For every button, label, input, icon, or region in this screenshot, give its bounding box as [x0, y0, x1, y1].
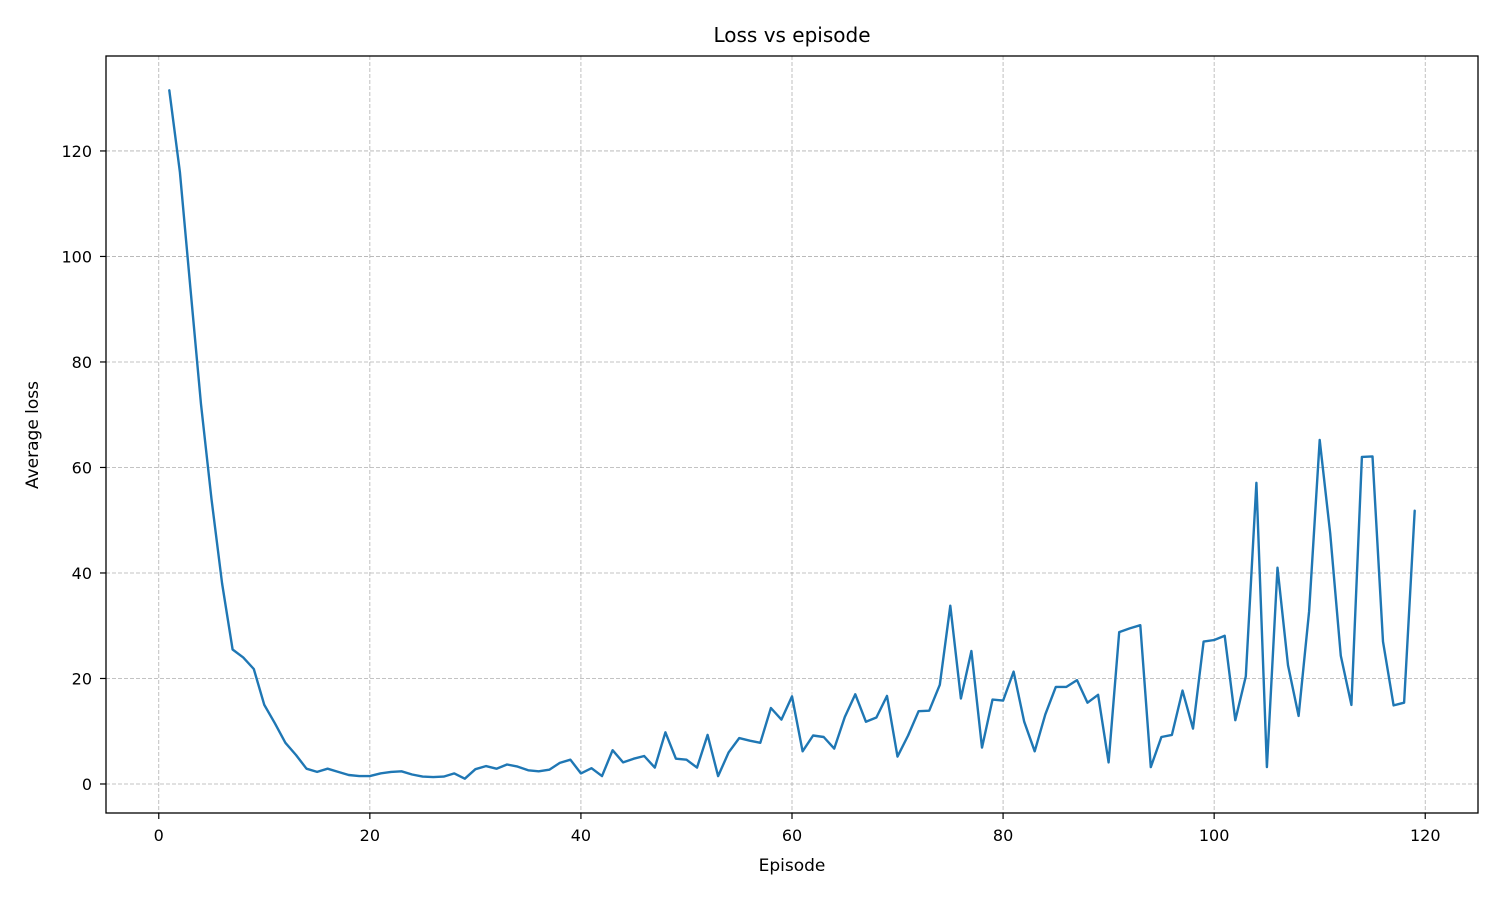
y-tick-label: 20 [72, 669, 92, 688]
x-tick-label: 60 [782, 826, 802, 845]
y-tick-label: 120 [61, 142, 92, 161]
y-axis: 0 20 40 60 80 100 120 [61, 142, 106, 794]
x-tick-label: 80 [993, 826, 1013, 845]
x-axis-label: Episode [759, 856, 826, 876]
y-tick-label: 40 [72, 564, 92, 583]
chart-title: Loss vs episode [713, 23, 870, 47]
y-tick-label: 100 [61, 247, 92, 266]
y-axis-label: Average loss [23, 381, 43, 489]
y-tick-label: 80 [72, 353, 92, 372]
y-tick-label: 60 [72, 458, 92, 477]
x-tick-label: 20 [360, 826, 380, 845]
x-tick-label: 100 [1199, 826, 1230, 845]
x-axis: 0 20 40 60 80 100 120 [154, 813, 1441, 845]
series-layer [168, 89, 1416, 780]
x-tick-label: 120 [1410, 826, 1441, 845]
x-tick-label: 0 [154, 826, 164, 845]
x-tick-label: 40 [571, 826, 591, 845]
y-tick-label: 0 [82, 775, 92, 794]
loss-series-line [168, 89, 1416, 780]
grid [106, 56, 1478, 813]
